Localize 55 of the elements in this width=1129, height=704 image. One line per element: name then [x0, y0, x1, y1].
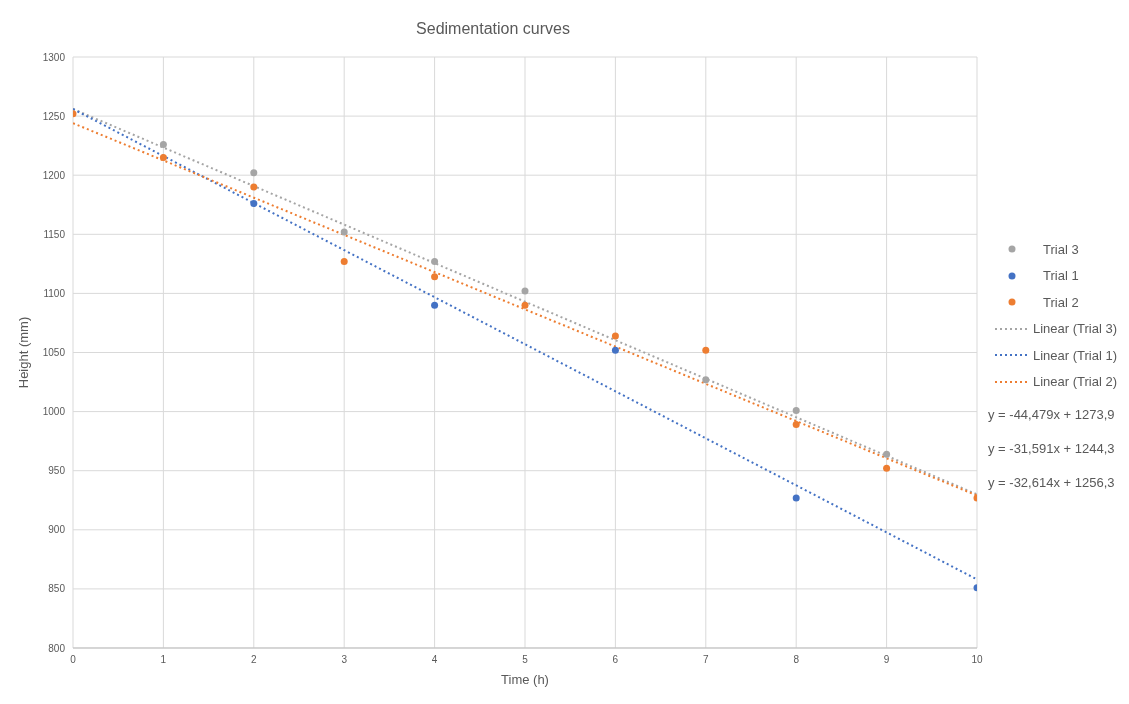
y-tick-label: 1150 [43, 228, 66, 240]
point [792, 494, 800, 502]
point [521, 301, 529, 309]
y-tick-label: 800 [48, 642, 66, 654]
x-tick-label: 10 [971, 654, 983, 666]
point [159, 153, 167, 161]
point [521, 287, 529, 295]
y-tick-label: 850 [48, 583, 66, 595]
text: y = -32,614x + 1256,3 [988, 475, 1115, 490]
x-tick-label: 0 [70, 654, 77, 666]
chart-title: Sedimentation curves [415, 20, 571, 38]
point [431, 273, 439, 281]
y-tick-label: 1050 [42, 347, 66, 359]
legend-label: Linear (Trial 2) [1033, 374, 1118, 390]
y-tick-label: 950 [48, 465, 66, 477]
point [883, 464, 891, 472]
point [159, 140, 167, 148]
legend-label: Linear (Trial 3) [1033, 321, 1118, 337]
text: y = -31,591x + 1244,3 [988, 441, 1115, 456]
x-tick-label: 1 [160, 654, 167, 666]
y-tick-label: 900 [48, 524, 66, 536]
y-tick-label: 1100 [43, 287, 66, 299]
point [611, 346, 619, 354]
x-axis-title: Time (h) [501, 672, 549, 687]
x-tick-label: 9 [883, 654, 890, 666]
x-tick-label: 2 [251, 654, 258, 666]
x-tick-label: 3 [341, 654, 348, 666]
point [431, 301, 439, 309]
point [340, 228, 348, 236]
x-tick-label: 7 [703, 654, 710, 666]
point [611, 332, 619, 340]
legend-label: Linear (Trial 1) [1033, 347, 1118, 363]
y-tick-label: 1000 [42, 406, 66, 418]
point [883, 450, 891, 458]
point [431, 257, 439, 265]
text: y = -44,479x + 1273,9 [988, 407, 1115, 422]
x-tick-label: 6 [612, 654, 619, 666]
point [702, 346, 710, 354]
y-tick-label: 1300 [42, 51, 66, 63]
point [340, 257, 348, 265]
point [792, 421, 800, 429]
legend-label: Trial 2 [1043, 294, 1079, 310]
y-axis-title: Height (mm) [15, 316, 31, 389]
y-tick-label: 1200 [42, 169, 66, 181]
point [250, 183, 258, 191]
point [250, 169, 258, 177]
legend-label: Trial 1 [1043, 268, 1079, 284]
x-tick-label: 8 [793, 654, 800, 666]
legend-label: Trial 3 [1043, 241, 1079, 257]
point [702, 376, 710, 384]
x-tick-label: 4 [431, 654, 438, 666]
x-tick-label: 5 [522, 654, 529, 666]
y-tick-label: 1250 [42, 110, 66, 122]
point [250, 200, 258, 208]
point [792, 406, 800, 414]
